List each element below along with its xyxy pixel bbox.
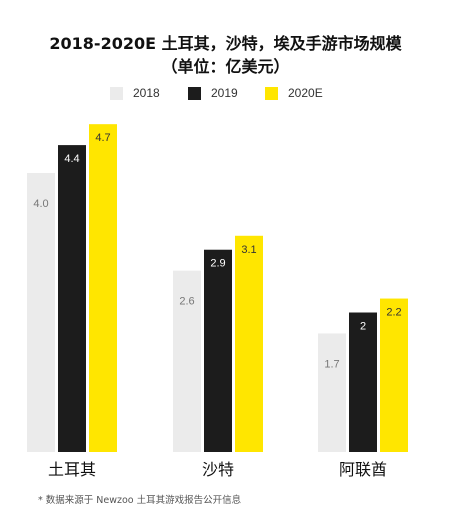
category-label: 土耳其 bbox=[48, 460, 96, 479]
legend-swatch-2019 bbox=[188, 86, 201, 100]
legend-label-2018: 2018 bbox=[133, 86, 160, 100]
bar bbox=[349, 312, 377, 452]
chart-title: 2018-2020E 土耳其，沙特，埃及手游市场规模 bbox=[49, 34, 402, 53]
data-label: 2.9 bbox=[210, 258, 225, 270]
source-footnote: * 数据来源于 Newzoo 土耳其游戏报告公开信息 bbox=[38, 495, 242, 506]
legend: 2018 2019 2020E bbox=[0, 84, 451, 102]
legend-item-2018: 2018 bbox=[110, 84, 160, 102]
legend-item-2019: 2019 bbox=[188, 84, 238, 102]
data-label: 4.7 bbox=[95, 132, 110, 144]
data-label: 4.4 bbox=[64, 153, 79, 165]
legend-swatch-2018 bbox=[110, 86, 123, 100]
data-label: 4.0 bbox=[33, 198, 48, 210]
legend-item-2020e: 2020E bbox=[265, 84, 323, 102]
data-label: 1.7 bbox=[324, 358, 339, 370]
category-label: 阿联酋 bbox=[339, 460, 387, 479]
chart-subtitle: （单位：亿美元） bbox=[161, 57, 290, 76]
bar bbox=[318, 333, 346, 452]
data-label: 3.1 bbox=[241, 244, 256, 256]
bar bbox=[58, 145, 86, 452]
category-label: 沙特 bbox=[202, 460, 234, 479]
legend-swatch-2020e bbox=[265, 86, 278, 100]
bar bbox=[380, 298, 408, 452]
data-label: 2 bbox=[360, 321, 366, 333]
bar bbox=[235, 235, 263, 452]
bar bbox=[27, 173, 55, 452]
data-label: 2.2 bbox=[386, 307, 401, 319]
bar bbox=[173, 270, 201, 452]
legend-label-2020e: 2020E bbox=[288, 86, 323, 100]
bar bbox=[204, 249, 232, 452]
legend-label-2019: 2019 bbox=[211, 86, 238, 100]
bar bbox=[89, 124, 117, 453]
data-label: 2.6 bbox=[179, 296, 194, 308]
